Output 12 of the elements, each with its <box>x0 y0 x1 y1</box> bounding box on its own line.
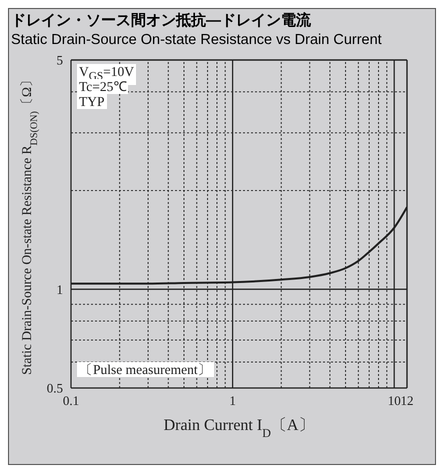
y-tick-label: 5 <box>56 52 63 68</box>
annotation: TYP <box>77 94 107 109</box>
x-tick-label: 10 <box>388 393 401 408</box>
chart-subtitle: Static Drain-Source On-state Resistance vs Drain Current <box>10 32 383 48</box>
annotation: 〔Pulse measurement〕 <box>77 362 214 377</box>
y-tick-label: 1 <box>56 282 63 297</box>
y-tick-label: 0.5 <box>46 380 63 396</box>
x-tick-label: 1 <box>229 393 236 408</box>
x-axis-title: Drain Current I$_{D}$〔A〕 <box>164 417 314 440</box>
x-tick-label: 0.1 <box>62 393 80 408</box>
x-tick-label: 12 <box>400 393 414 408</box>
chart-title: ドレイン・ソース間オン抵抗―ドレイン電流 <box>10 11 312 30</box>
